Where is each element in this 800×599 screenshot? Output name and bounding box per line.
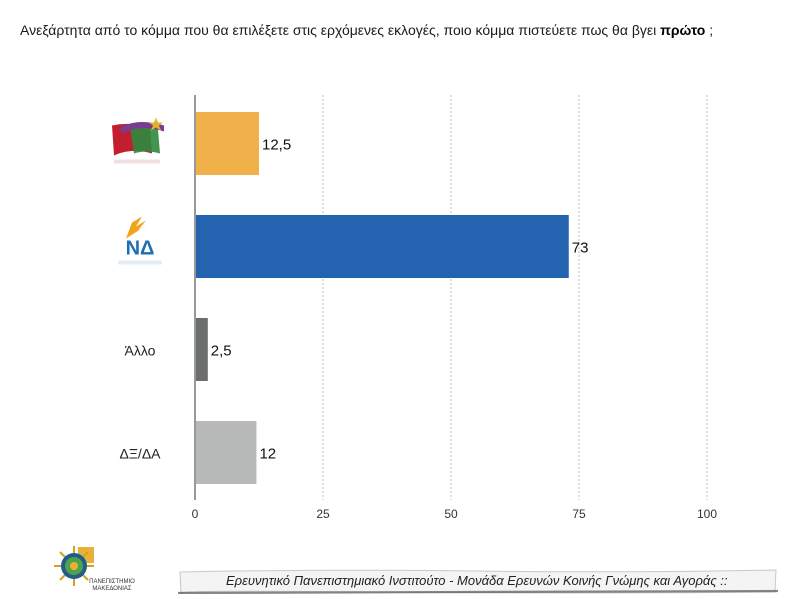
- x-tick-label: 100: [697, 507, 717, 521]
- bar: [196, 215, 569, 278]
- bar: [196, 318, 208, 381]
- footer-banner: [178, 569, 778, 594]
- question-emphasis: πρώτο: [660, 22, 706, 38]
- bar-value-label: 12,5: [262, 137, 291, 154]
- x-tick-label: 25: [316, 507, 330, 521]
- labels-layer: 12,5 73 2,5 12: [211, 137, 589, 463]
- syriza-logo-icon: [112, 117, 164, 164]
- bar-value-label: 2,5: [211, 343, 232, 360]
- bar: [196, 421, 257, 484]
- bar-value-label: 73: [572, 240, 589, 257]
- bar-chart: 12,5 73 2,5 12 ΝΔ Άλλο ΔΞ/ΔΑ 0 25 50 75 100: [112, 95, 718, 521]
- logo-caption-line1: ΠΑΝΕΠΙΣΤΗΜΙΟ: [89, 579, 135, 585]
- x-tick-label: 0: [192, 507, 199, 521]
- category-label: Άλλο: [125, 343, 156, 359]
- bar-value-label: 12: [259, 446, 276, 463]
- university-logo: [54, 546, 94, 586]
- svg-text:ΝΔ: ΝΔ: [126, 238, 155, 260]
- question-end: ;: [705, 22, 714, 38]
- category-labels-layer: ΝΔ Άλλο ΔΞ/ΔΑ: [112, 117, 164, 462]
- category-label: ΔΞ/ΔΑ: [119, 446, 161, 462]
- footer-text: Ερευνητικό Πανεπιστημιακό Ινστιτούτο - Μ…: [226, 573, 728, 588]
- grid-layer: [194, 95, 708, 500]
- bar: [196, 112, 259, 175]
- logo-caption-line2: ΜΑΚΕΔΟΝΙΑΣ: [92, 586, 132, 592]
- logo-caption: ΠΑΝΕΠΙΣΤΗΜΙΟ ΜΑΚΕΔΟΝΙΑΣ: [82, 579, 142, 593]
- x-tick-labels-layer: 0 25 50 75 100: [192, 507, 718, 521]
- question-text: Ανεξάρτητα από το κόμμα που θα επιλέξετε…: [20, 22, 661, 38]
- x-tick-label: 50: [444, 507, 458, 521]
- question-title: Ανεξάρτητα από το κόμμα που θα επιλέξετε…: [20, 22, 790, 38]
- x-tick-label: 75: [572, 507, 586, 521]
- bars-layer: [196, 112, 569, 484]
- nd-logo-icon: ΝΔ: [118, 216, 162, 265]
